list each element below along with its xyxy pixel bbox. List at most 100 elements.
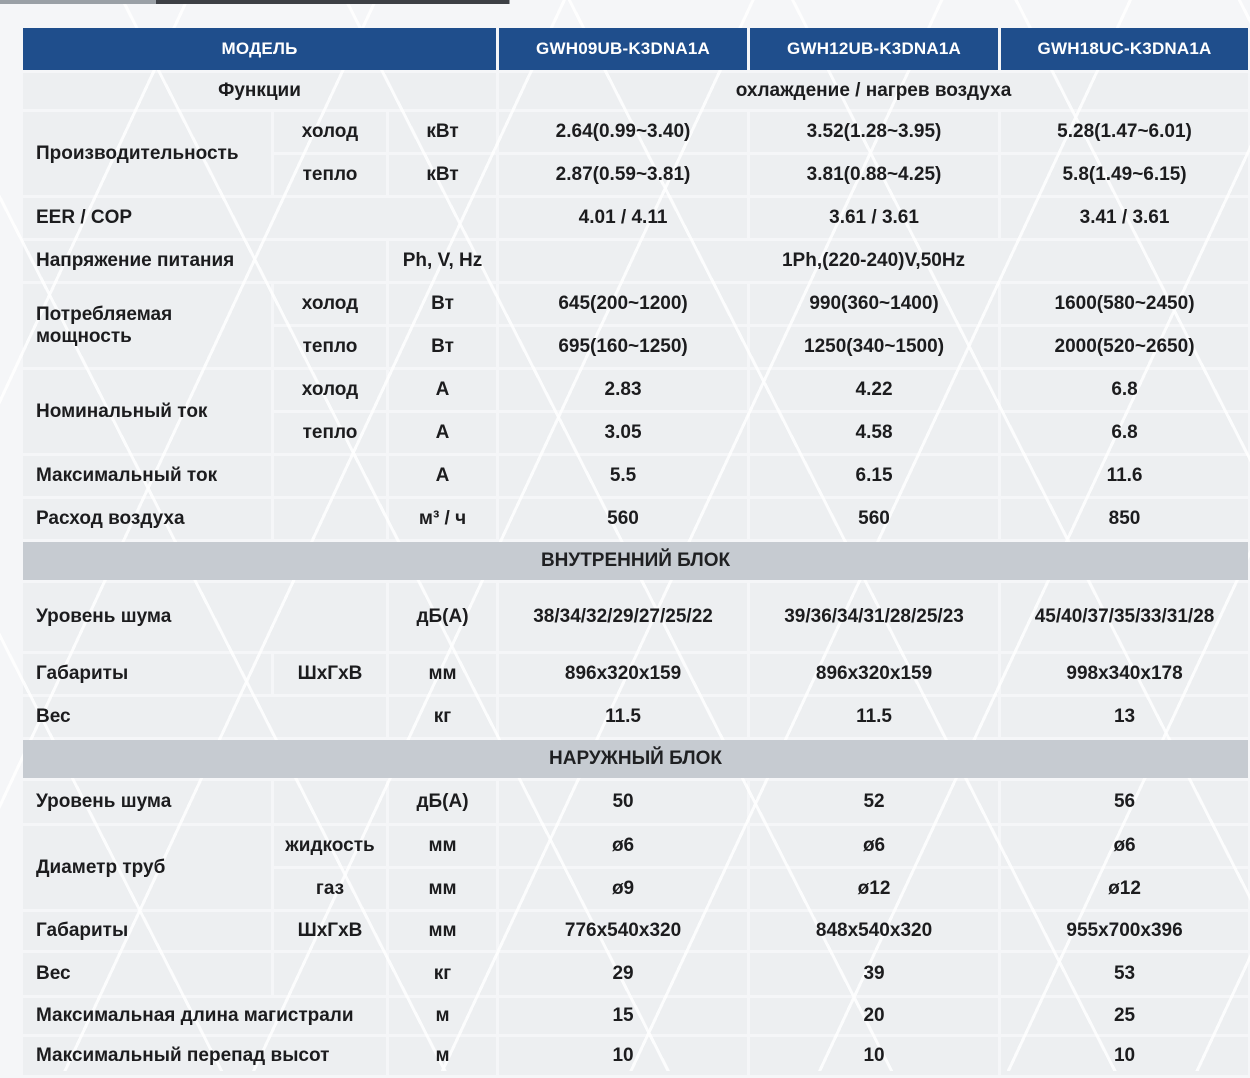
param-unit: Ph, V, Hz xyxy=(389,241,496,281)
table-row: Номинальный ток холод А 2.83 4.22 6.8 xyxy=(23,370,1248,451)
param-unit: Вт xyxy=(389,327,496,367)
value-cell: 5.28(1.47~6.01) xyxy=(1001,112,1248,152)
value-cell: 2.83 xyxy=(499,370,747,410)
param-unit: кВт xyxy=(389,112,496,152)
value-cell: 52 xyxy=(750,781,998,823)
value-cell: 3.05 xyxy=(499,413,747,453)
value-cell: 998x340x178 xyxy=(1001,654,1248,694)
param-sub: холод xyxy=(274,284,386,324)
table-row: Функции охлаждение / нагрев воздуха xyxy=(23,73,1248,109)
value-cell: 1600(580~2450) xyxy=(1001,284,1248,324)
table-row: Максимальный перепад высот м 10 10 10 xyxy=(23,1037,1248,1075)
value-cell: 4.58 xyxy=(750,413,998,453)
value-cell: 10 xyxy=(1001,1037,1248,1075)
param-sub-empty xyxy=(274,953,386,995)
param-label: Функции xyxy=(23,73,496,109)
value-cell: 955x700x396 xyxy=(1001,912,1248,950)
value-cell: 560 xyxy=(499,499,747,539)
spec-table: МОДЕЛЬ GWH09UB-K3DNA1A GWH12UB-K3DNA1A G… xyxy=(20,25,1250,1078)
value-cell: ø9 xyxy=(499,869,747,909)
param-sub: тепло xyxy=(274,327,386,367)
value-cell: 5.5 xyxy=(499,456,747,496)
section-header-row: ВНУТРЕННИЙ БЛОК xyxy=(23,542,1249,580)
param-label: Расход воздуха xyxy=(23,499,271,539)
param-label: Максимальный ток xyxy=(23,456,271,496)
param-unit: м xyxy=(389,1037,496,1075)
value-cell: 645(200~1200) xyxy=(499,284,747,324)
value-cell: 2.87(0.59~3.81) xyxy=(499,155,747,195)
table-row: Напряжение питания Ph, V, Hz 1Ph,(220-24… xyxy=(23,241,1248,281)
param-sub-empty xyxy=(274,781,386,823)
param-label: Вес xyxy=(23,697,386,737)
param-unit: м xyxy=(389,998,496,1034)
param-unit: кВт xyxy=(389,155,496,195)
value-cell: 776x540x320 xyxy=(499,912,747,950)
section-title-indoor: ВНУТРЕННИЙ БЛОК xyxy=(23,542,1249,580)
param-sub: тепло xyxy=(274,413,386,453)
param-label: Диаметр труб xyxy=(23,826,271,909)
param-label: EER / COP xyxy=(23,198,496,238)
param-unit: А xyxy=(389,370,496,410)
page-top-crop-line xyxy=(0,0,520,4)
param-label: Уровень шума xyxy=(23,583,386,651)
value-cell: ø12 xyxy=(1001,869,1248,909)
value-cell: 25 xyxy=(1001,998,1248,1034)
value-cell: 20 xyxy=(750,998,998,1034)
value-cell: ø6 xyxy=(1001,826,1248,866)
param-sub: жидкость xyxy=(274,826,386,866)
table-row: Максимальный ток А 5.5 6.15 11.6 xyxy=(23,456,1248,496)
model-header-2: GWH12UB-K3DNA1A xyxy=(750,28,999,70)
param-label: Производительность xyxy=(23,112,271,195)
model-header-3: GWH18UC-K3DNA1A xyxy=(1001,28,1249,70)
table-row: Вес кг 29 39 53 xyxy=(23,953,1248,995)
param-unit: кг xyxy=(389,953,496,995)
value-cell: 4.01 / 4.11 xyxy=(499,198,747,238)
value-cell: 1250(340~1500) xyxy=(750,327,998,367)
param-sub: ШхГхВ xyxy=(274,654,386,694)
param-unit: Вт xyxy=(389,284,496,324)
param-label: Номинальный ток xyxy=(23,370,271,453)
table-row: Потребляемая мощность холод Вт 645(200~1… xyxy=(23,284,1248,365)
table-row: Габариты ШхГхВ мм 896x320x159 896x320x15… xyxy=(23,654,1248,694)
value-cell: 10 xyxy=(750,1037,998,1075)
param-unit: мм xyxy=(389,869,496,909)
value-cell: 5.8(1.49~6.15) xyxy=(1001,155,1248,195)
value-cell: 3.61 / 3.61 xyxy=(750,198,998,238)
value-cell: 6.8 xyxy=(1001,370,1248,410)
param-unit: мм xyxy=(389,654,496,694)
value-cell: 3.52(1.28~3.95) xyxy=(750,112,998,152)
value-cell: 38/34/32/29/27/25/22 xyxy=(499,583,747,651)
value-cell: 4.22 xyxy=(750,370,998,410)
param-sub-empty xyxy=(274,499,386,539)
param-sub-empty xyxy=(274,456,386,496)
table-row: тепло Вт 695(160~1250) 1250(340~1500) 20… xyxy=(23,327,1248,367)
param-unit: А xyxy=(389,413,496,453)
param-unit: дБ(А) xyxy=(389,583,496,651)
table-row: тепло А 3.05 4.58 6.8 xyxy=(23,413,1248,453)
value-cell: 896x320x159 xyxy=(750,654,998,694)
param-label: Потребляемая мощность xyxy=(23,284,271,367)
value-cell: 56 xyxy=(1001,781,1248,823)
value-cell: 3.81(0.88~4.25) xyxy=(750,155,998,195)
table-header-row: МОДЕЛЬ GWH09UB-K3DNA1A GWH12UB-K3DNA1A G… xyxy=(23,28,1249,70)
table-row: Максимальная длина магистрали м 15 20 25 xyxy=(23,998,1248,1034)
table-row: Расход воздуха м³ / ч 560 560 850 xyxy=(23,499,1248,539)
param-unit: мм xyxy=(389,826,496,866)
value-cell: 10 xyxy=(499,1037,747,1075)
param-sub: холод xyxy=(274,370,386,410)
param-sub: ШхГхВ xyxy=(274,912,386,950)
value-cell: 560 xyxy=(750,499,998,539)
param-unit: мм xyxy=(389,912,496,950)
value-cell: 11.6 xyxy=(1001,456,1248,496)
section-header-row: НАРУЖНЫЙ БЛОК xyxy=(23,740,1249,778)
value-cell: 39/36/34/31/28/25/23 xyxy=(750,583,998,651)
value-cell: 2000(520~2650) xyxy=(1001,327,1248,367)
param-sub: тепло xyxy=(274,155,386,195)
model-header-label: МОДЕЛЬ xyxy=(23,28,497,70)
value-cell: 1Ph,(220-240)V,50Hz xyxy=(499,241,1248,281)
table-row: EER / COP 4.01 / 4.11 3.61 / 3.61 3.41 /… xyxy=(23,198,1248,238)
param-label: Напряжение питания xyxy=(23,241,386,281)
param-label: Габариты xyxy=(23,654,271,694)
table-row: Производительность холод кВт 2.64(0.99~3… xyxy=(23,112,1248,193)
param-sub: холод xyxy=(274,112,386,152)
